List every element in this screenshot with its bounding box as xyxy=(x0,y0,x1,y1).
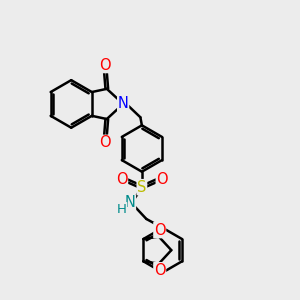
Text: O: O xyxy=(154,223,166,238)
Text: O: O xyxy=(100,58,111,73)
Text: O: O xyxy=(154,263,166,278)
Text: O: O xyxy=(156,172,168,187)
Text: H: H xyxy=(117,202,127,216)
Text: N: N xyxy=(124,195,135,210)
Text: O: O xyxy=(100,135,111,150)
Text: S: S xyxy=(137,180,147,195)
Text: N: N xyxy=(118,96,129,111)
Text: O: O xyxy=(116,172,127,187)
